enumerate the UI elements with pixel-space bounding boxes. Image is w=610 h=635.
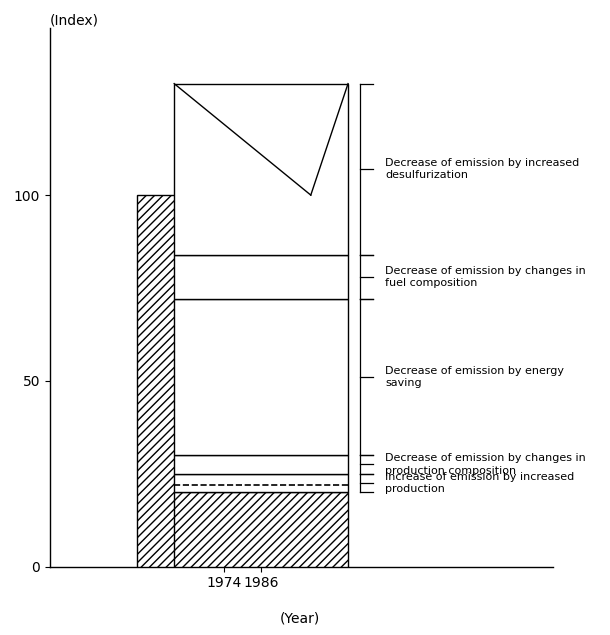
Bar [174, 455, 348, 474]
Text: (Index): (Index) [50, 14, 99, 28]
Bar [174, 492, 348, 566]
Bar [174, 255, 348, 299]
Bar [174, 299, 348, 455]
Text: Decrease of emission by changes in
fuel composition: Decrease of emission by changes in fuel … [386, 265, 586, 288]
Text: Decrease of emission by changes in
production composition: Decrease of emission by changes in produ… [386, 453, 586, 476]
Text: (Year): (Year) [280, 612, 320, 625]
Bar [174, 474, 348, 492]
Text: Decrease of emission by energy
saving: Decrease of emission by energy saving [386, 366, 564, 389]
Text: Decrease of emission by increased
desulfurization: Decrease of emission by increased desulf… [386, 158, 580, 180]
Bar [137, 195, 310, 566]
Bar [174, 84, 348, 255]
Text: Increase of emission by increased
production: Increase of emission by increased produc… [386, 472, 575, 494]
